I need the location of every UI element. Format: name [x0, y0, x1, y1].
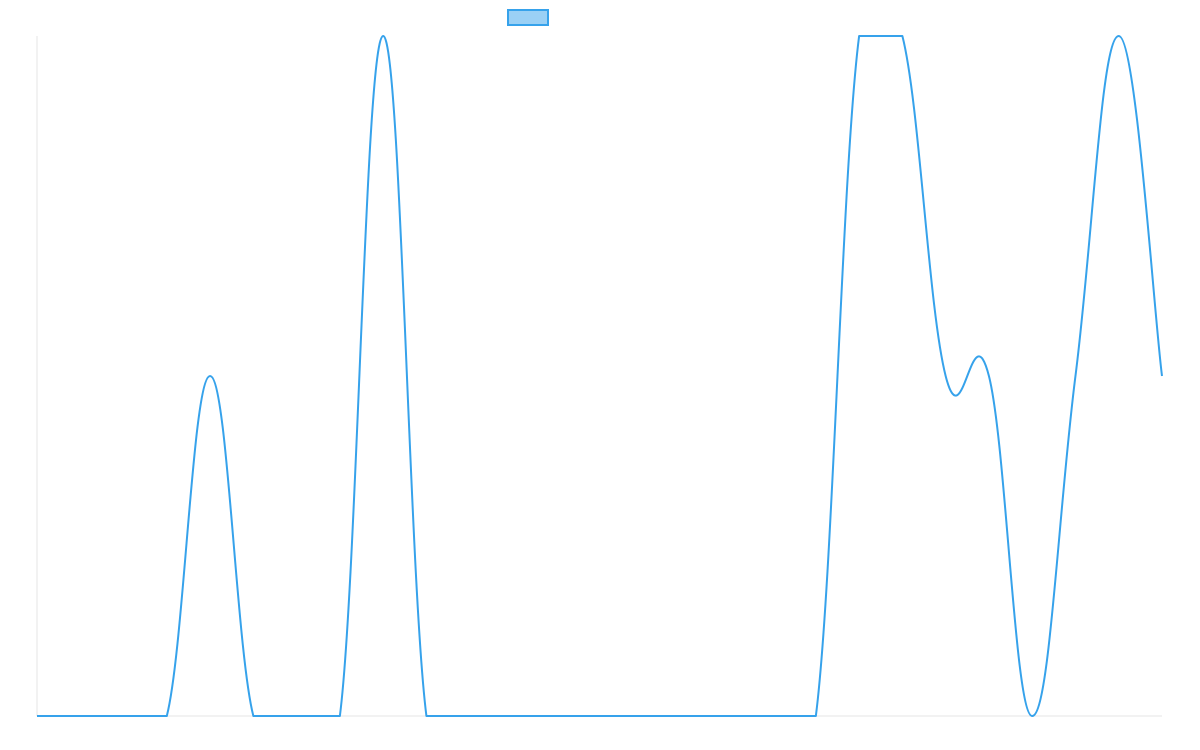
series-line — [37, 35, 1163, 717]
legend[interactable] — [507, 9, 549, 26]
series-layer — [37, 35, 1163, 717]
legend-swatch[interactable] — [507, 9, 549, 26]
